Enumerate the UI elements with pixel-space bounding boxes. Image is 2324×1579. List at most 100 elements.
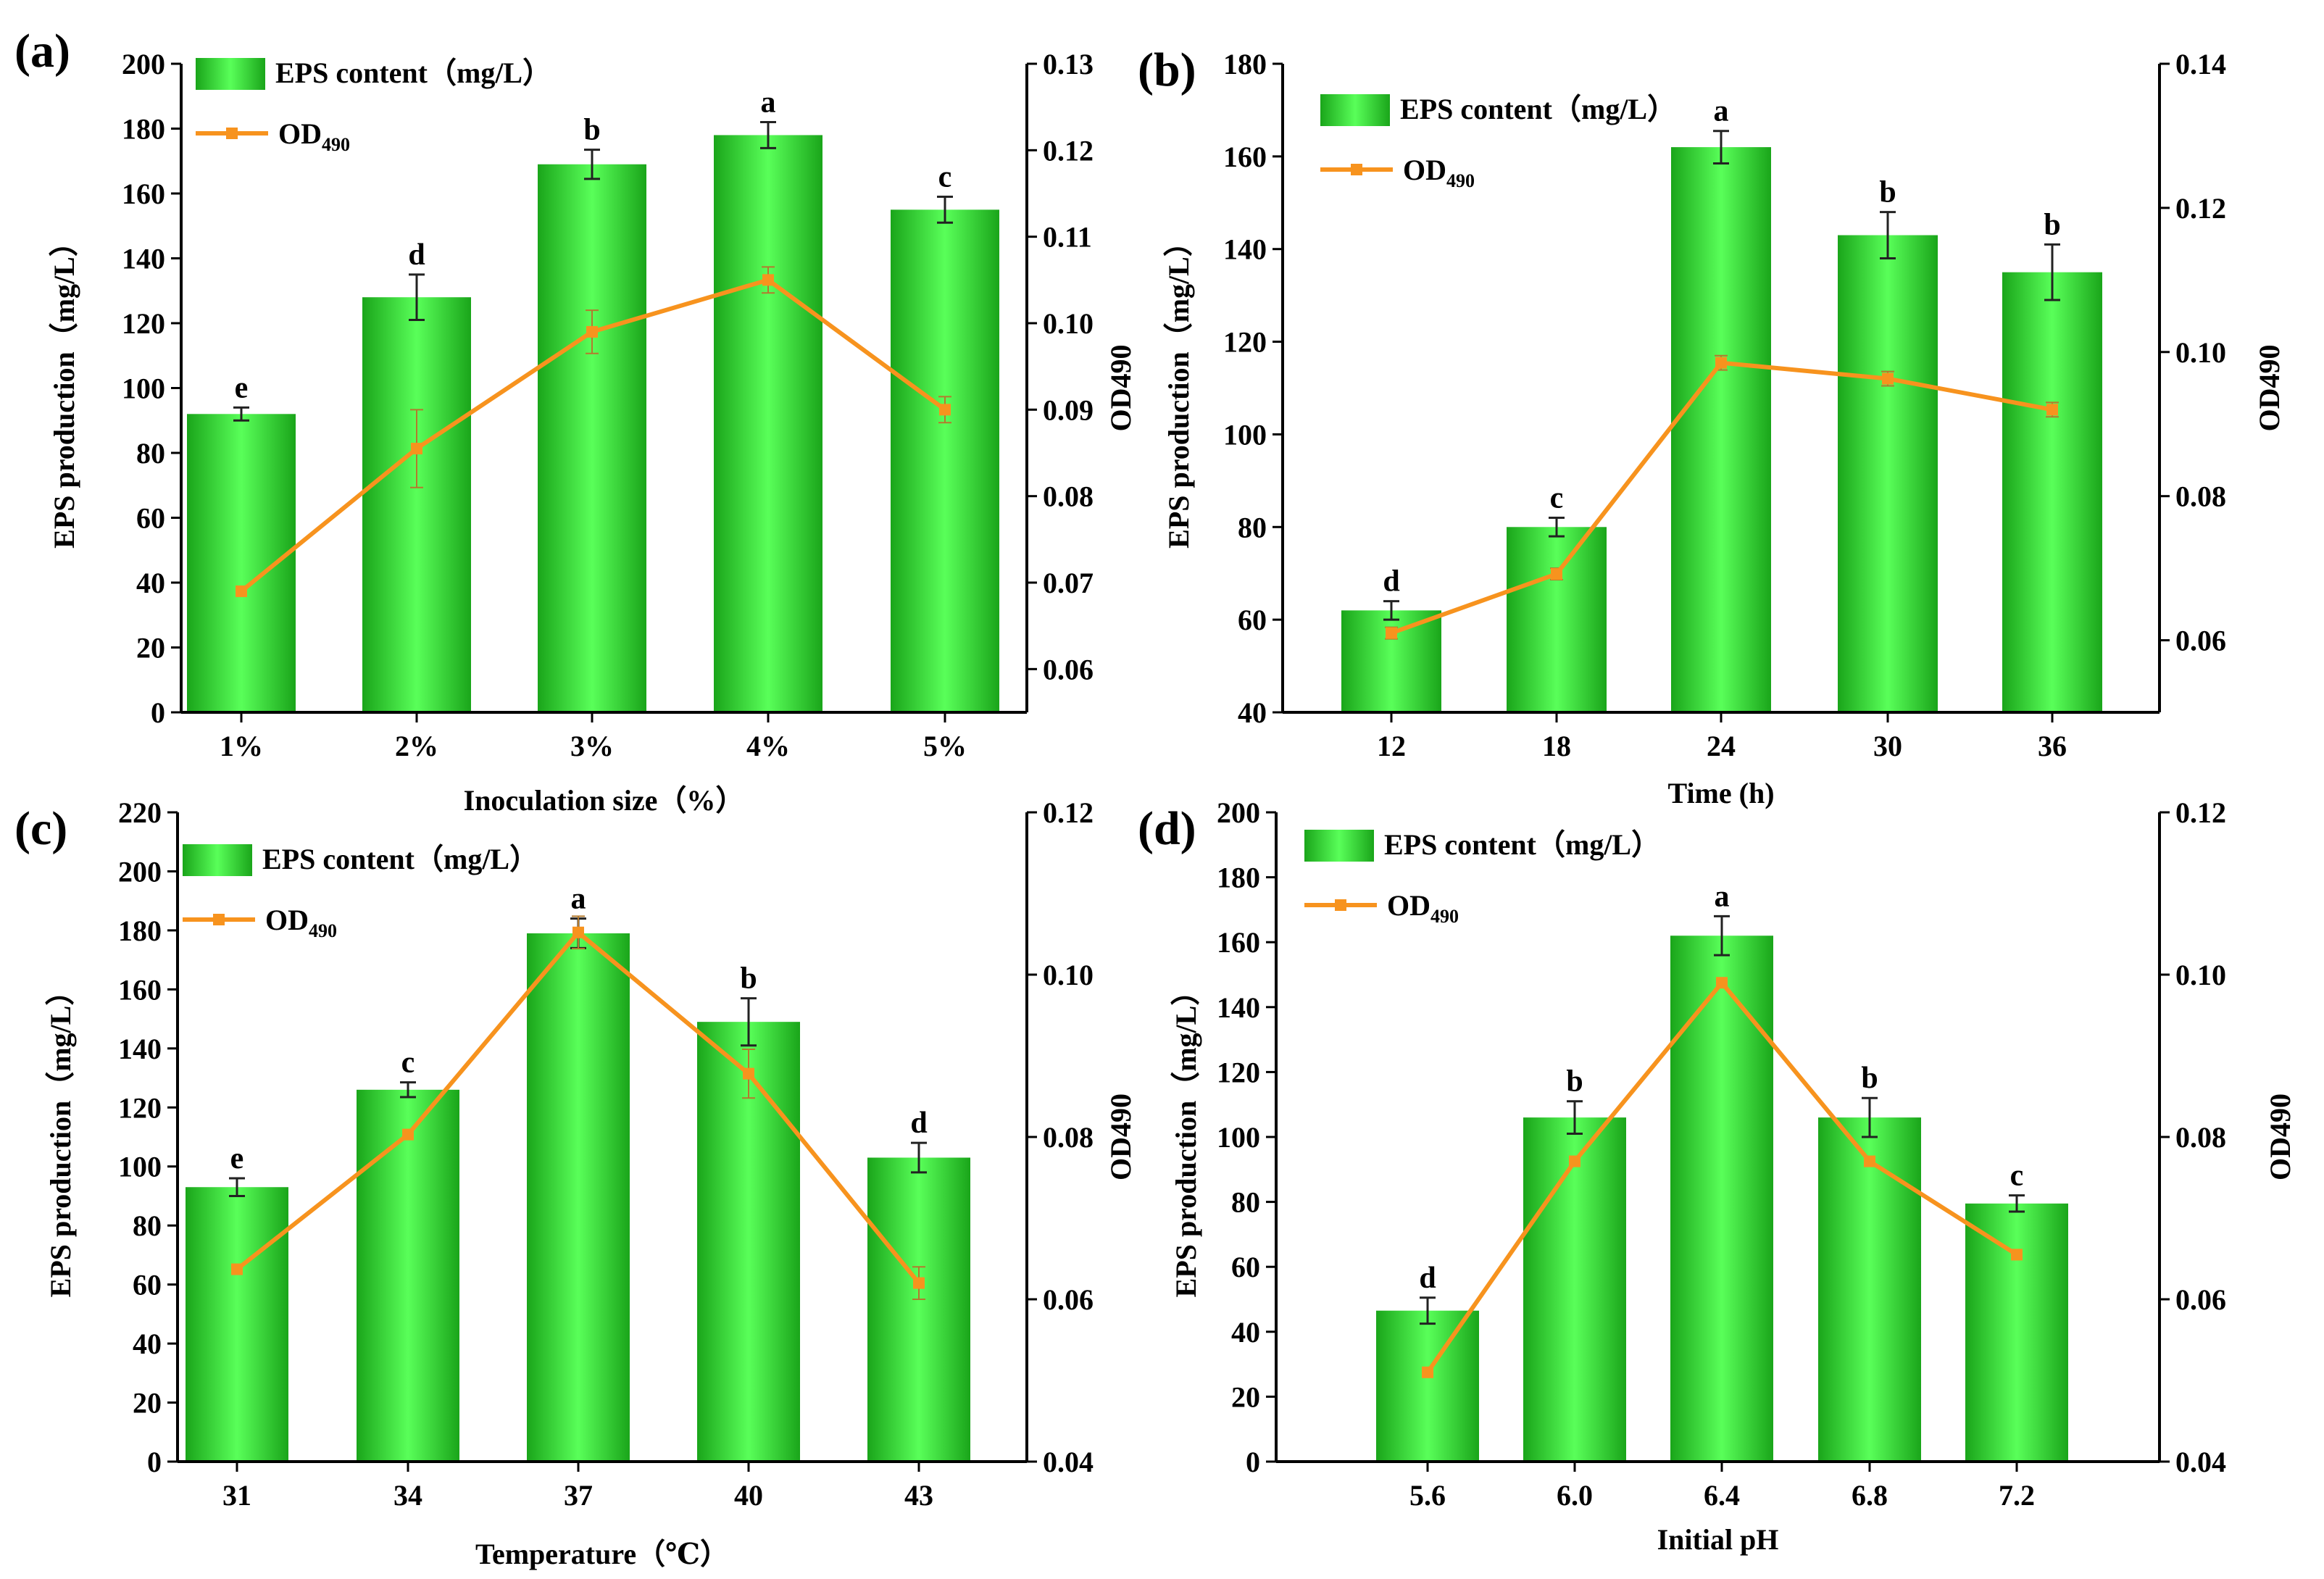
line-point bbox=[231, 1263, 243, 1275]
line-point bbox=[939, 404, 951, 416]
y-tick-label: 180 bbox=[1223, 48, 1267, 80]
x-tick-label: 3% bbox=[570, 730, 614, 762]
line-point bbox=[402, 1128, 414, 1141]
y2-tick-label: 0.04 bbox=[2175, 1446, 2226, 1478]
y2-tick-label: 0.12 bbox=[1043, 796, 1094, 829]
x-tick-label: 36 bbox=[2038, 730, 2067, 762]
y2-axis-title: OD490 bbox=[2264, 1093, 2296, 1180]
y-tick-label: 80 bbox=[1238, 511, 1267, 543]
y-tick-label: 20 bbox=[133, 1387, 162, 1420]
panel-label: (b) bbox=[1138, 43, 1196, 96]
y-tick-label: 180 bbox=[1217, 862, 1260, 894]
legend-label-bar: EPS content（mg/L） bbox=[275, 57, 551, 89]
x-tick-label: 5.6 bbox=[1409, 1479, 1446, 1512]
y2-tick-label: 0.08 bbox=[2175, 480, 2226, 513]
significance-letter: a bbox=[1715, 880, 1730, 913]
significance-letter: b bbox=[2044, 208, 2060, 241]
significance-letter: b bbox=[1879, 176, 1896, 209]
y2-tick-label: 0.10 bbox=[2175, 336, 2226, 369]
y-axis-title: EPS production（mg/L） bbox=[1170, 977, 1202, 1298]
bar bbox=[1523, 1117, 1626, 1462]
bar bbox=[1671, 147, 1771, 713]
legend-label-line-subscript: 490 bbox=[1446, 170, 1475, 191]
legend-label-bar: EPS content（mg/L） bbox=[1400, 93, 1676, 125]
y-axis-title: EPS production（mg/L） bbox=[48, 228, 80, 549]
legend-label-line: OD490 bbox=[1387, 889, 1459, 927]
line-point bbox=[2046, 404, 2058, 416]
panel-label: (d) bbox=[1138, 802, 1196, 855]
x-tick-label: 4% bbox=[746, 730, 790, 762]
line-point bbox=[1715, 357, 1727, 369]
y-tick-label: 20 bbox=[136, 632, 165, 664]
legend-label-bar: EPS content（mg/L） bbox=[1384, 828, 1660, 861]
line-point bbox=[572, 926, 584, 938]
x-tick-label: 5% bbox=[923, 730, 967, 762]
y-tick-label: 200 bbox=[122, 48, 165, 80]
line-point bbox=[1569, 1155, 1580, 1167]
y2-tick-label: 0.11 bbox=[1043, 221, 1092, 254]
x-tick-label: 31 bbox=[222, 1479, 251, 1512]
y-tick-label: 120 bbox=[118, 1091, 162, 1124]
legend: EPS content（mg/L） OD490 bbox=[196, 57, 551, 155]
chart-panel-c: e c a b d 0 20 40 60 80 100 120 140 160 180 200 220 0.04 0… bbox=[14, 796, 1137, 1570]
y2-tick-label: 0.08 bbox=[1043, 480, 1094, 513]
y-tick-label: 60 bbox=[136, 502, 165, 535]
y2-tick-label: 0.06 bbox=[1043, 1283, 1094, 1316]
significance-letter: d bbox=[910, 1107, 927, 1140]
bar bbox=[357, 1089, 459, 1462]
y-tick-label: 160 bbox=[122, 178, 165, 210]
significance-letter: b bbox=[740, 962, 757, 996]
y-tick-label: 60 bbox=[1238, 604, 1267, 636]
y-tick-label: 180 bbox=[118, 915, 162, 947]
y-tick-label: 160 bbox=[1223, 141, 1267, 173]
y2-tick-label: 0.06 bbox=[2175, 1283, 2226, 1316]
legend-swatch-bar bbox=[1320, 94, 1390, 126]
legend-label-line-subscript: 490 bbox=[309, 920, 337, 941]
y2-tick-label: 0.08 bbox=[1043, 1121, 1094, 1154]
y-tick-label: 120 bbox=[1217, 1056, 1260, 1088]
line-point bbox=[743, 1067, 754, 1080]
y2-tick-label: 0.13 bbox=[1043, 48, 1094, 80]
line-point bbox=[1386, 627, 1397, 639]
y-tick-label: 200 bbox=[118, 855, 162, 888]
x-tick-label: 30 bbox=[1873, 730, 1902, 762]
y-tick-label: 160 bbox=[118, 973, 162, 1006]
y-tick-label: 40 bbox=[1238, 696, 1267, 729]
y-axis-title: EPS production（mg/L） bbox=[44, 977, 77, 1298]
y-tick-label: 60 bbox=[1231, 1251, 1260, 1283]
legend-label-line: OD490 bbox=[278, 117, 350, 155]
y-axis-title: EPS production（mg/L） bbox=[1162, 228, 1195, 549]
y-tick-label: 120 bbox=[122, 307, 165, 340]
significance-letter: d bbox=[1383, 565, 1399, 599]
legend-label-line-subscript: 490 bbox=[1430, 906, 1459, 927]
bar bbox=[2002, 272, 2102, 712]
y-tick-label: 140 bbox=[1223, 233, 1267, 266]
y-tick-label: 120 bbox=[1223, 326, 1267, 359]
x-tick-label: 6.0 bbox=[1557, 1479, 1593, 1512]
y-tick-label: 60 bbox=[133, 1269, 162, 1301]
x-tick-label: 7.2 bbox=[1999, 1479, 2035, 1512]
legend-swatch-bar bbox=[1304, 830, 1374, 862]
y-tick-label: 160 bbox=[1217, 926, 1260, 959]
x-axis-title: Temperature（℃） bbox=[475, 1538, 729, 1570]
bar bbox=[1341, 610, 1441, 712]
y2-tick-label: 0.06 bbox=[1043, 653, 1094, 686]
line-point bbox=[913, 1277, 925, 1289]
line-point bbox=[586, 325, 598, 338]
y-tick-label: 20 bbox=[1231, 1380, 1260, 1413]
y-tick-label: 200 bbox=[1217, 796, 1260, 829]
significance-letter: a bbox=[761, 86, 776, 120]
y2-tick-label: 0.12 bbox=[2175, 192, 2226, 225]
chart-panel-d: d b a b c 0 20 40 60 80 100 120 140 160 180 200 0.04 0.06… bbox=[1138, 796, 2296, 1556]
line-point bbox=[1882, 372, 1894, 385]
y-tick-label: 100 bbox=[1217, 1121, 1260, 1154]
y-tick-label: 100 bbox=[1223, 418, 1267, 451]
chart-panel-a: e d b a c 0 20 40 60 80 100 120 140 160 180 200 0.06 0.07… bbox=[14, 25, 1137, 817]
y-tick-label: 40 bbox=[136, 567, 165, 599]
legend-label-line: OD490 bbox=[1403, 154, 1475, 191]
line-point bbox=[1551, 568, 1562, 580]
significance-letter: d bbox=[408, 238, 425, 272]
line-point bbox=[762, 274, 774, 286]
significance-letter: c bbox=[401, 1046, 415, 1080]
